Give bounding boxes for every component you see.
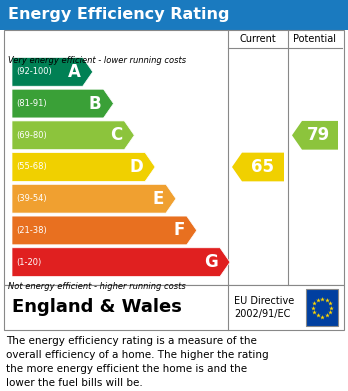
Text: England & Wales: England & Wales: [12, 298, 182, 316]
Polygon shape: [292, 121, 338, 150]
Text: (92-100): (92-100): [16, 67, 52, 76]
Text: 79: 79: [307, 126, 331, 144]
Polygon shape: [12, 121, 134, 150]
Text: (1-20): (1-20): [16, 258, 41, 267]
Text: (69-80): (69-80): [16, 131, 47, 140]
Text: Energy Efficiency Rating: Energy Efficiency Rating: [8, 7, 229, 23]
Bar: [0, 0, 348, 30]
Bar: [4, 30, 344, 285]
Polygon shape: [12, 248, 230, 276]
Polygon shape: [12, 57, 93, 86]
Text: G: G: [204, 253, 218, 271]
Text: (21-38): (21-38): [16, 226, 47, 235]
Text: Current: Current: [240, 34, 276, 44]
Text: Very energy efficient - lower running costs: Very energy efficient - lower running co…: [8, 56, 186, 65]
Polygon shape: [12, 152, 155, 181]
Bar: [4, 285, 344, 330]
Text: F: F: [173, 221, 185, 239]
Text: (55-68): (55-68): [16, 163, 47, 172]
Polygon shape: [12, 89, 113, 118]
Text: (39-54): (39-54): [16, 194, 47, 203]
Text: C: C: [110, 126, 122, 144]
Polygon shape: [232, 152, 284, 181]
Text: A: A: [68, 63, 81, 81]
Text: E: E: [152, 190, 164, 208]
Polygon shape: [12, 216, 197, 245]
Bar: [306, 289, 338, 326]
Text: The energy efficiency rating is a measure of the
overall efficiency of a home. T: The energy efficiency rating is a measur…: [6, 336, 269, 388]
Text: EU Directive
2002/91/EC: EU Directive 2002/91/EC: [234, 296, 294, 319]
Polygon shape: [12, 185, 176, 213]
Text: Potential: Potential: [293, 34, 337, 44]
Text: 65: 65: [251, 158, 274, 176]
Text: D: D: [129, 158, 143, 176]
Text: Not energy efficient - higher running costs: Not energy efficient - higher running co…: [8, 282, 186, 291]
Text: B: B: [89, 95, 102, 113]
Text: (81-91): (81-91): [16, 99, 47, 108]
